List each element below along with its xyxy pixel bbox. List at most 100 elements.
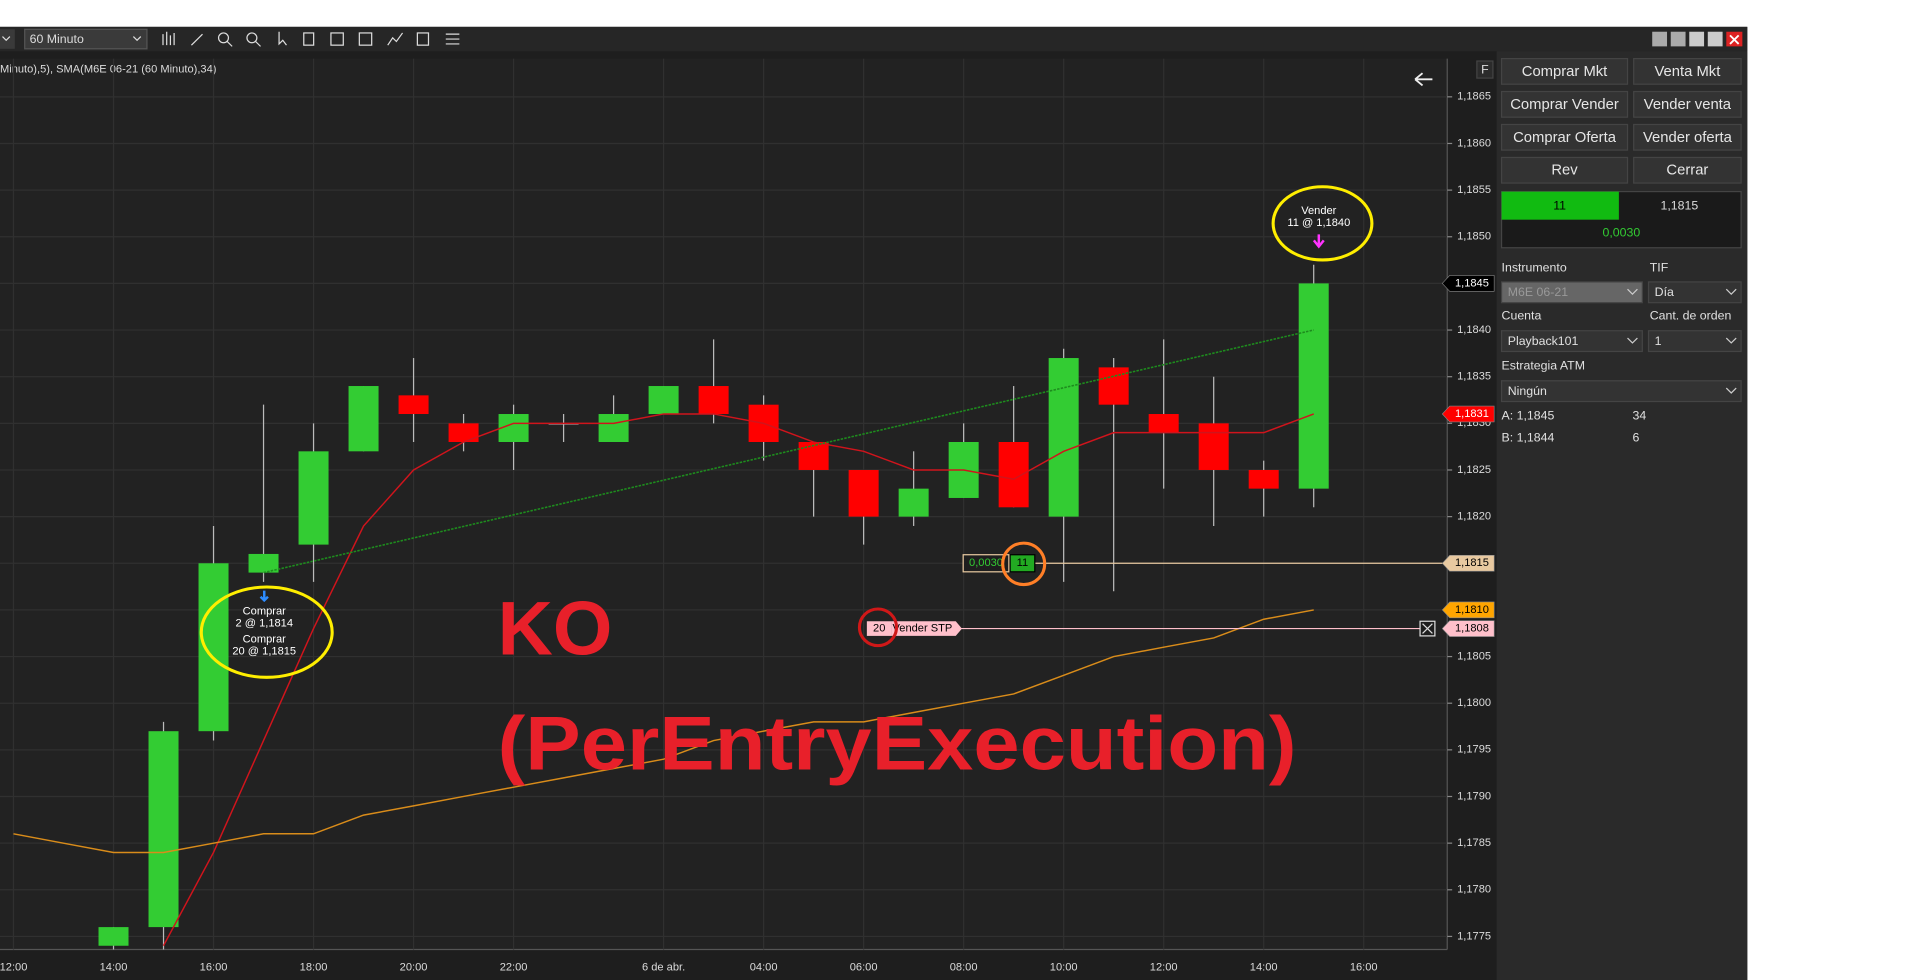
price-marker xyxy=(1441,555,1495,572)
candle-body xyxy=(448,423,479,442)
dropdown-arrow xyxy=(1725,288,1737,295)
bid-size: 6 xyxy=(1632,430,1639,444)
button-label: Comprar Vender xyxy=(1510,97,1619,113)
position-qty: 11 xyxy=(1553,199,1566,213)
x-tick-label: 14:00 xyxy=(1250,962,1278,974)
candle-body xyxy=(898,488,929,517)
button-face xyxy=(1633,156,1742,184)
dropdown-value: M6E 06-21 xyxy=(1508,285,1569,299)
x-tick-label: 6 de abr. xyxy=(642,962,685,974)
trade-line xyxy=(263,329,1314,574)
order-button[interactable]: Rev xyxy=(1500,156,1629,184)
x-tick-label: 22:00 xyxy=(500,962,528,974)
window-buttons[interactable] xyxy=(1652,31,1743,47)
y-tick-label: 1,1825 xyxy=(1457,464,1491,476)
candle-body xyxy=(1298,283,1329,489)
highlight xyxy=(857,607,899,648)
dropdown[interactable] xyxy=(1500,380,1742,403)
button-face xyxy=(1500,123,1629,151)
button-label: Vender venta xyxy=(1644,97,1732,113)
stop-label: Vender STP xyxy=(893,623,953,635)
order-button[interactable]: Comprar Vender xyxy=(1500,90,1629,118)
quantity: 11 xyxy=(1017,557,1029,569)
button-label: Comprar Mkt xyxy=(1522,64,1608,80)
button-label: Venta Mkt xyxy=(1654,64,1720,80)
candle-body xyxy=(198,563,229,732)
stop-qty: 20 xyxy=(873,623,885,635)
position-price: 1,1815 xyxy=(1661,199,1699,213)
stop-qty-box[interactable] xyxy=(866,621,892,636)
order-button[interactable]: Comprar Mkt xyxy=(1500,57,1629,85)
candle-body xyxy=(798,441,829,470)
execution-label: 2 @ 1,1814 xyxy=(235,618,293,630)
y-tick-label: 1,1790 xyxy=(1457,790,1491,802)
execution-label: Comprar xyxy=(243,605,286,617)
y-tick-label: 1,1820 xyxy=(1457,511,1491,523)
ask: A: 1,1845 xyxy=(1502,408,1555,422)
button-face xyxy=(1500,156,1629,184)
candle-body xyxy=(98,927,129,946)
quantity-box xyxy=(1009,554,1036,573)
order-button[interactable]: Comprar Oferta xyxy=(1500,123,1629,151)
stop-label-box[interactable] xyxy=(891,621,962,636)
flag-button[interactable] xyxy=(1476,60,1494,79)
order-button[interactable]: Vender venta xyxy=(1633,90,1742,118)
order-button[interactable]: Vender oferta xyxy=(1633,123,1742,151)
candle-body xyxy=(298,451,329,545)
candle-body xyxy=(1148,414,1179,433)
x-tick-label: 16:00 xyxy=(200,962,228,974)
dropdown[interactable] xyxy=(1500,330,1643,353)
price-marker-label: 1,1845 xyxy=(1455,277,1489,289)
toolbar-icons[interactable] xyxy=(162,31,460,47)
candle-body xyxy=(498,414,529,442)
button-label: Comprar Oferta xyxy=(1513,130,1617,146)
x-tick-label: 20:00 xyxy=(400,962,428,974)
position-pnl: 0,0030 xyxy=(1602,225,1640,239)
dropdown-value: 1 xyxy=(1655,334,1662,348)
price-marker xyxy=(1441,405,1495,423)
plot-area xyxy=(0,58,1448,950)
dropdown[interactable] xyxy=(1647,330,1742,353)
dropdown-arrow xyxy=(1725,337,1737,344)
button-face xyxy=(1500,90,1629,118)
dropdown-value: Día xyxy=(1655,285,1674,299)
execution-label: 11 @ 1,1840 xyxy=(1287,217,1350,229)
y-tick-label: 1,1835 xyxy=(1457,371,1491,383)
field-label: Cuenta xyxy=(1502,308,1542,322)
order-button[interactable]: Venta Mkt xyxy=(1633,57,1742,85)
order-button[interactable]: Cerrar xyxy=(1633,156,1742,184)
dropdown-value: Ningún xyxy=(1508,384,1547,398)
price-marker-label: 1,1831 xyxy=(1455,408,1489,420)
dropdown[interactable] xyxy=(1647,281,1742,304)
x-tick-label: 16:00 xyxy=(1350,962,1378,974)
candle-body xyxy=(398,395,429,415)
y-tick-label: 1,1830 xyxy=(1457,417,1491,429)
position-qty-bg xyxy=(1501,191,1619,220)
y-tick-label: 1,1865 xyxy=(1457,91,1491,103)
price-marker xyxy=(1441,620,1495,637)
button-face xyxy=(1633,57,1742,85)
interval-dropdown[interactable] xyxy=(24,28,148,50)
x-tick-label: 06:00 xyxy=(850,962,878,974)
highlight xyxy=(1271,185,1374,262)
price-marker-label: 1,1810 xyxy=(1455,604,1489,616)
pnl-box xyxy=(962,554,1010,573)
execution-label: Vender xyxy=(1301,205,1336,217)
highlight xyxy=(1001,541,1047,587)
indicator-label: Minuto),5), SMA(M6E 06-21 (60 Minuto),34… xyxy=(0,64,216,76)
price-marker xyxy=(1441,601,1495,619)
y-tick-label: 1,1795 xyxy=(1457,744,1491,756)
flag: F xyxy=(1481,62,1489,76)
candle-body xyxy=(1248,469,1279,489)
icon xyxy=(132,36,142,42)
button-face xyxy=(1633,90,1742,118)
dropdown-arrow xyxy=(1627,337,1638,344)
annotation: (PerEntryExecution) xyxy=(498,702,1297,786)
back-arrow[interactable] xyxy=(1414,72,1433,87)
button-label: Cerrar xyxy=(1666,163,1708,179)
dropdown[interactable] xyxy=(1500,281,1643,304)
candle-body xyxy=(598,414,629,442)
button-face xyxy=(1500,57,1629,85)
ask-size: 34 xyxy=(1632,408,1646,422)
